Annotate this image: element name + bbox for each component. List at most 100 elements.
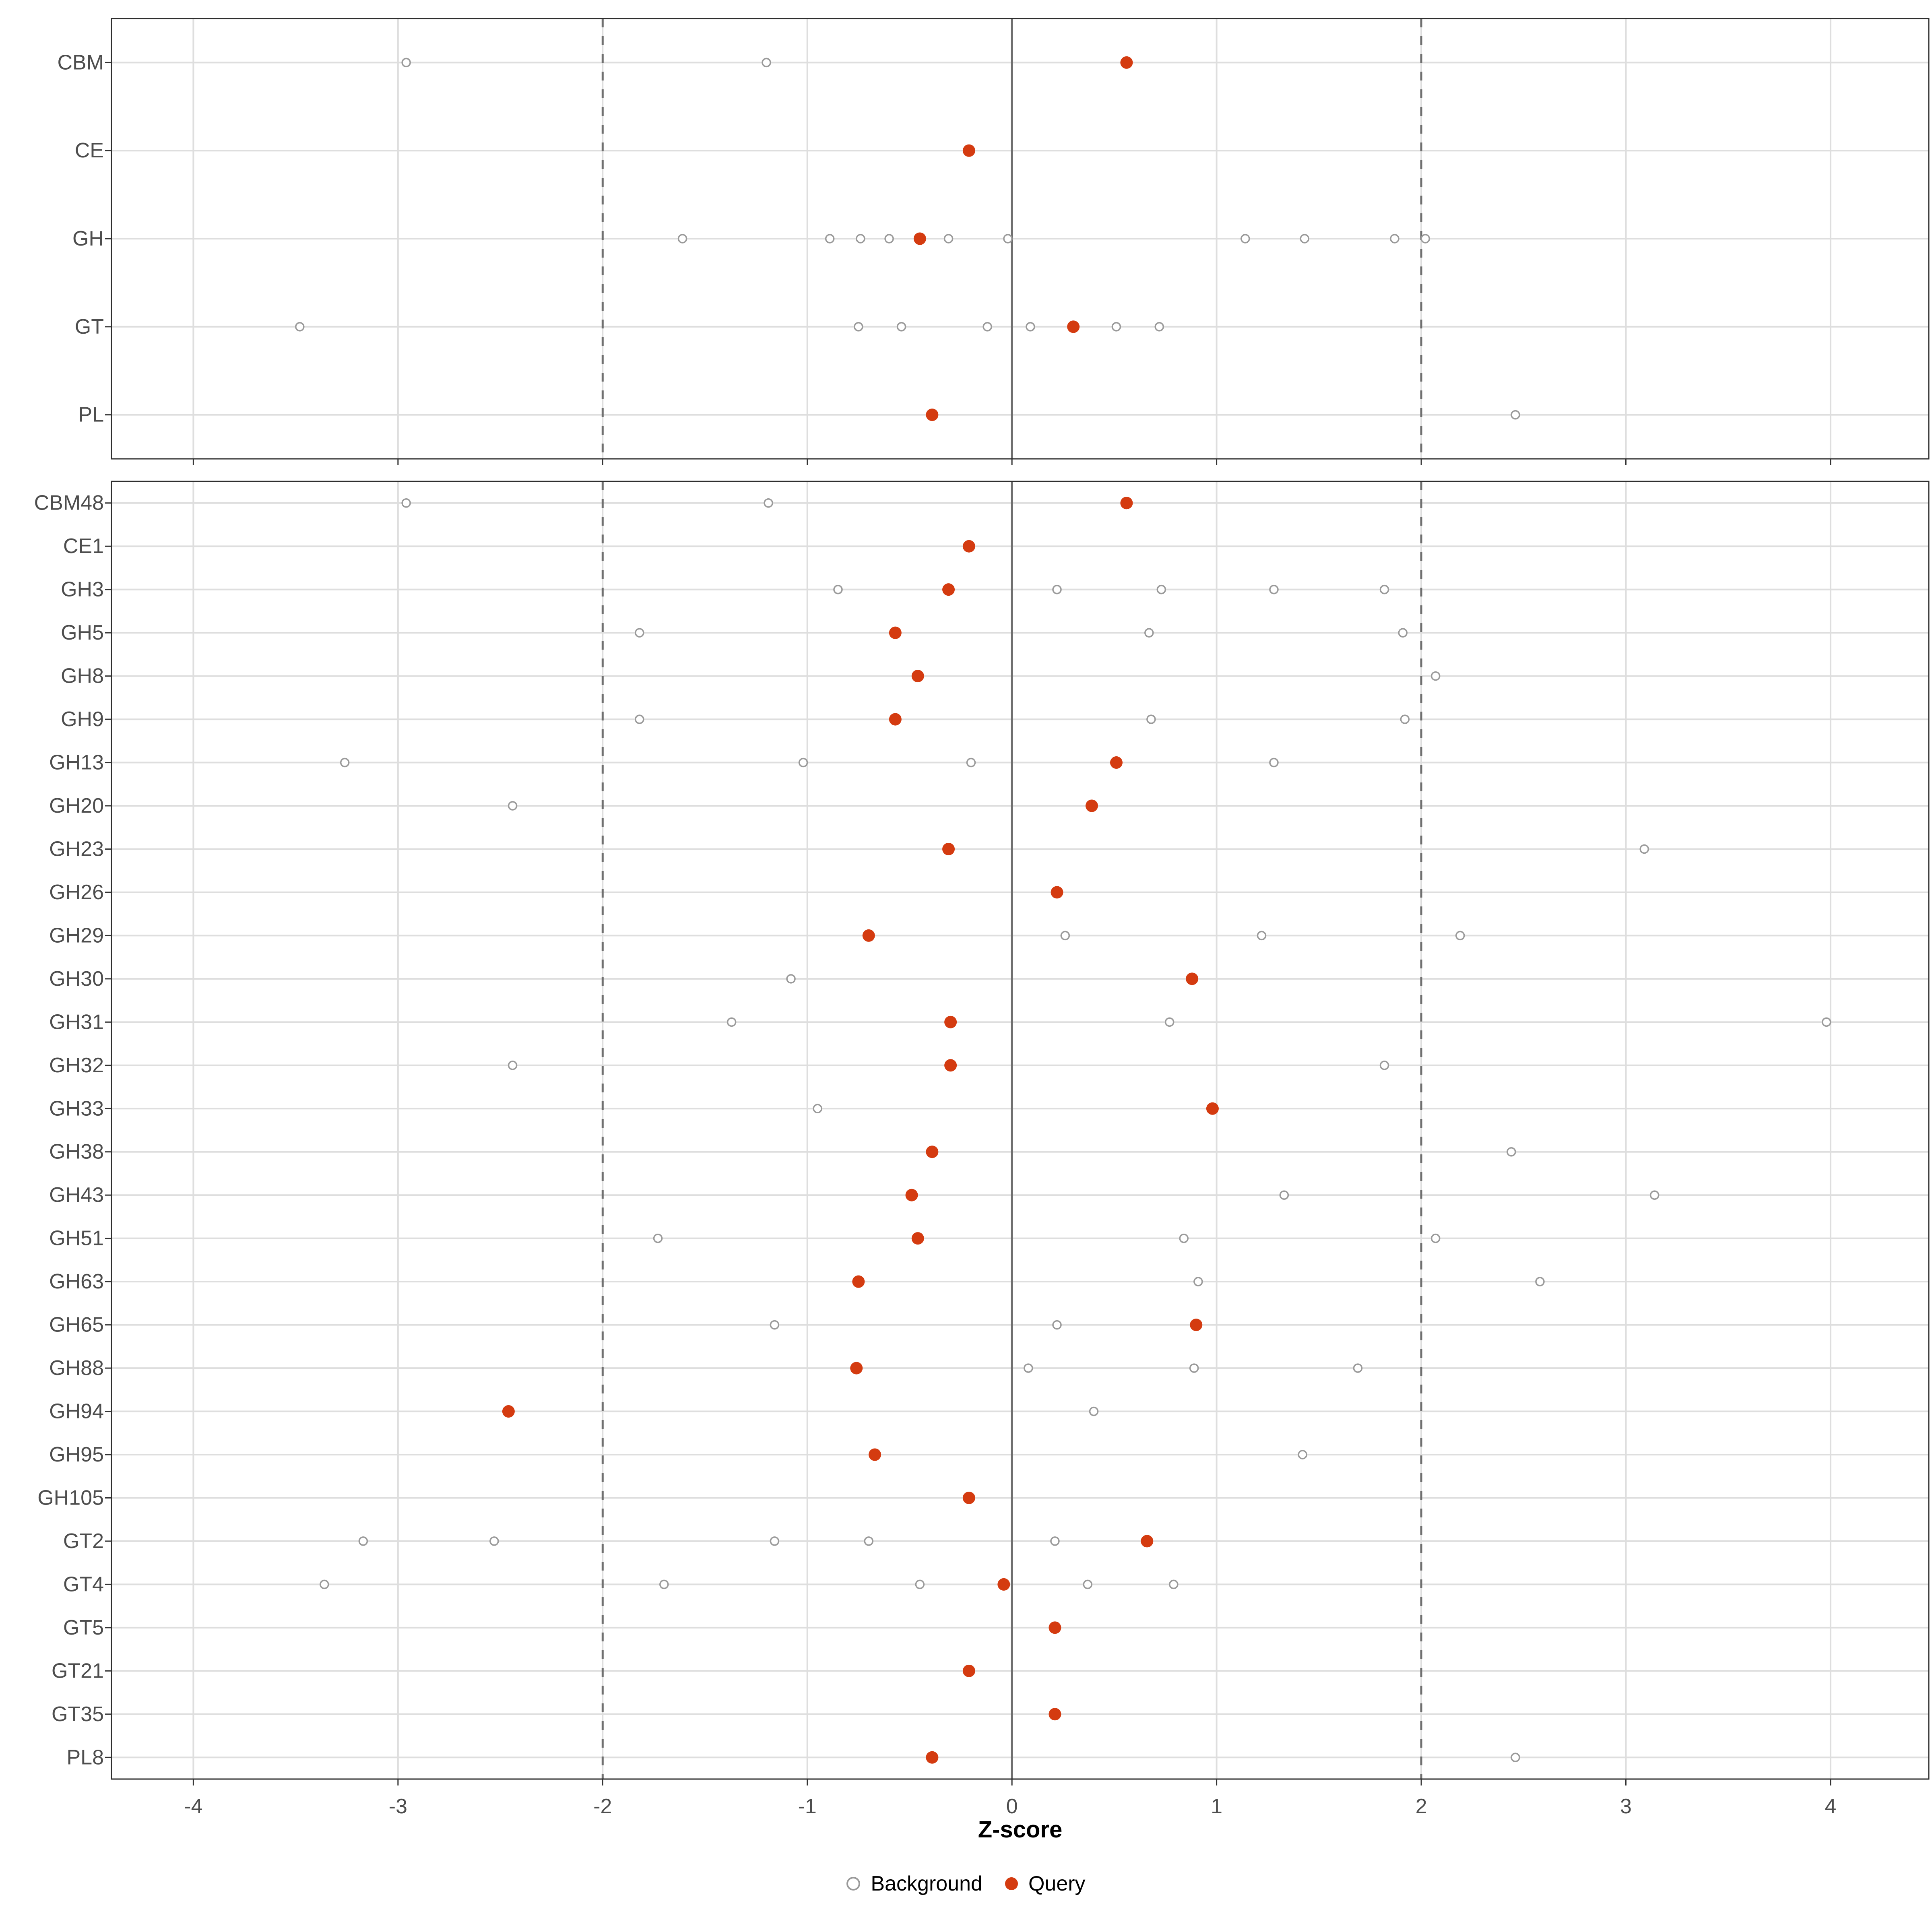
category-label: GT2 <box>63 1530 104 1553</box>
background-point <box>1241 234 1250 244</box>
background-point <box>1003 234 1013 244</box>
category-label: GH <box>72 227 104 250</box>
query-point <box>1049 1708 1061 1721</box>
legend: Background Query <box>0 1872 1932 1896</box>
query-point <box>962 540 975 553</box>
background-point <box>1511 410 1520 420</box>
background-point <box>966 758 976 768</box>
background-point-icon <box>846 1877 861 1891</box>
query-point <box>889 626 902 639</box>
background-point <box>1083 1579 1093 1589</box>
query-point-icon <box>1005 1877 1018 1890</box>
background-point <box>1390 234 1399 244</box>
background-point <box>1026 322 1035 332</box>
category-label: GH43 <box>49 1183 104 1207</box>
query-point <box>1051 886 1063 899</box>
background-point <box>764 498 773 508</box>
background-point <box>798 758 808 768</box>
background-point <box>1024 1363 1033 1373</box>
category-label: GH9 <box>61 708 104 731</box>
category-label: GH65 <box>49 1313 104 1337</box>
background-point <box>1353 1363 1363 1373</box>
background-point <box>1511 1752 1520 1763</box>
background-point <box>1111 322 1121 332</box>
background-point <box>943 234 954 244</box>
legend-label-background: Background <box>871 1872 983 1895</box>
category-label: GH88 <box>49 1356 104 1380</box>
background-point <box>1089 1406 1099 1416</box>
query-point <box>850 1362 863 1375</box>
category-label: GH26 <box>49 881 104 904</box>
background-point <box>770 1536 780 1546</box>
background-point <box>1189 1363 1199 1373</box>
background-point <box>653 1233 663 1243</box>
background-point <box>1279 1190 1289 1200</box>
query-point <box>962 1664 975 1677</box>
query-point <box>1186 972 1199 985</box>
background-point <box>635 714 644 724</box>
background-point <box>1420 234 1430 244</box>
background-point <box>762 58 771 68</box>
query-point <box>926 1751 939 1764</box>
x-axis-title: Z-score <box>978 1816 1063 1843</box>
background-point <box>1379 584 1389 594</box>
legend-label-query: Query <box>1028 1872 1086 1895</box>
background-point <box>1156 584 1166 594</box>
background-point <box>833 584 843 594</box>
background-point <box>1535 1277 1545 1286</box>
category-label: GH29 <box>49 924 104 947</box>
background-point <box>884 234 894 244</box>
background-point <box>659 1579 669 1589</box>
background-point <box>320 1579 329 1589</box>
category-label: GH32 <box>49 1054 104 1077</box>
background-point <box>1379 1061 1389 1070</box>
query-point <box>944 1016 957 1028</box>
category-label: GT <box>75 315 104 339</box>
query-point <box>862 929 875 942</box>
category-label: GH33 <box>49 1097 104 1120</box>
category-label: GH95 <box>49 1443 104 1466</box>
background-point <box>1269 584 1279 594</box>
query-point <box>926 409 939 421</box>
query-point <box>962 1491 975 1504</box>
background-point <box>896 322 906 332</box>
background-point <box>1164 1017 1174 1027</box>
category-label: CE1 <box>63 535 104 558</box>
background-point <box>1060 931 1070 941</box>
background-point <box>635 628 644 638</box>
category-label: GH30 <box>49 967 104 991</box>
legend-item-background: Background <box>846 1872 983 1896</box>
x-tick-label: 0 <box>1006 1795 1018 1818</box>
x-tick-label: 3 <box>1620 1795 1632 1818</box>
background-point <box>1169 1579 1179 1589</box>
query-point <box>944 1059 957 1072</box>
category-label: GH20 <box>49 794 104 817</box>
background-point <box>1400 714 1410 724</box>
x-tick-label: -1 <box>798 1795 817 1818</box>
x-tick-label: 2 <box>1416 1795 1427 1818</box>
background-point <box>915 1579 925 1589</box>
x-tick-label: -4 <box>184 1795 202 1818</box>
x-tick-label: -3 <box>389 1795 407 1818</box>
category-label: GH63 <box>49 1270 104 1293</box>
background-point <box>1507 1147 1516 1157</box>
query-point <box>889 713 902 726</box>
query-point <box>1067 320 1080 333</box>
background-point <box>825 234 835 244</box>
category-label: PL <box>78 403 104 427</box>
category-label: CBM48 <box>34 491 104 515</box>
query-point <box>905 1189 918 1201</box>
query-point <box>502 1405 515 1418</box>
background-point <box>727 1017 737 1027</box>
query-point <box>1085 799 1098 812</box>
x-tick-label: -2 <box>593 1795 612 1818</box>
background-point <box>786 974 796 984</box>
query-point <box>1120 56 1133 69</box>
background-point <box>508 1061 518 1070</box>
query-point <box>1110 756 1123 769</box>
category-label: CE <box>75 139 104 162</box>
category-label: GH105 <box>37 1486 104 1509</box>
background-point <box>854 322 863 332</box>
